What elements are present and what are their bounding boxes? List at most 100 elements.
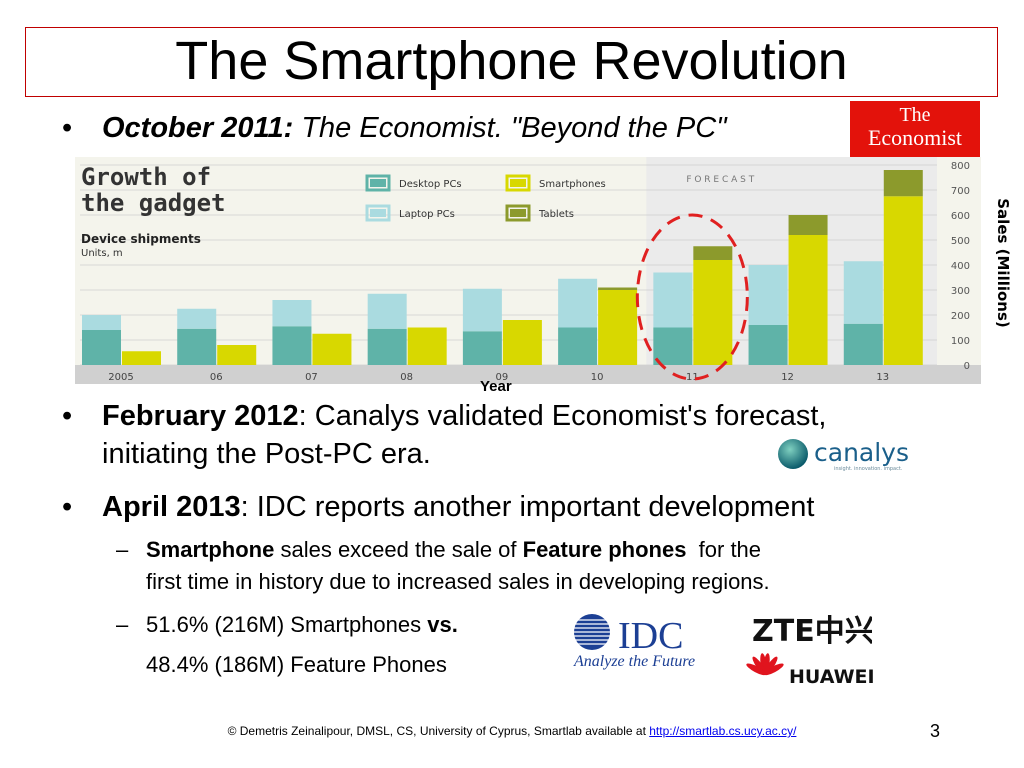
chart-title-line: the gadget (81, 189, 226, 217)
bar-laptop-pcs (748, 265, 788, 325)
x-tick-label: 13 (876, 372, 889, 383)
legend-label: Laptop PCs (399, 209, 455, 220)
bullet-dot: • (62, 491, 73, 523)
y-tick-label: 200 (951, 311, 970, 322)
bar-laptop-pcs (177, 308, 217, 329)
y-tick-label: 600 (951, 211, 970, 222)
bar-smartphones (502, 320, 542, 365)
tick-labels: 0 100 200 300 400 500 600 700 800 2005 06 07 08 09 10 1… (108, 161, 970, 383)
bullet-text: The Economist. "Beyond the PC" (293, 112, 727, 144)
y-axis-title: Sales (Millions) (994, 198, 1012, 328)
y-tick-label: 300 (951, 286, 970, 297)
bar-desktop-pcs (462, 331, 502, 365)
legend-swatch-fill (370, 179, 386, 187)
idc-logo: IDC Analyze the Future (573, 614, 695, 670)
footer-link[interactable]: http://smartlab.cs.ucy.ac.cy/ (649, 724, 797, 738)
svg-text:insight. innovation. impact.: insight. innovation. impact. (834, 466, 903, 472)
footer: © Demetris Zeinalipour, DMSL, CS, Univer… (0, 724, 1024, 738)
bullet-october-2011: • October 2011: The Economist. "Beyond t… (62, 109, 862, 149)
bar-laptop-pcs (367, 293, 407, 329)
y-tick-label: 800 (951, 161, 970, 172)
bullet-date: February 2012 (102, 400, 299, 432)
x-axis-title: Year (480, 378, 512, 395)
bullet-text-line2: initiating the Post-PC era. (102, 438, 431, 470)
x-tick-label: 11 (686, 372, 699, 383)
legend-swatch (505, 204, 531, 222)
x-tick-label: 06 (210, 372, 223, 383)
economist-logo: The Economist (850, 101, 980, 157)
x-tick-label: 07 (305, 372, 318, 383)
chart-legend: Desktop PCs Smartphones Laptop PCs Tablets (365, 174, 606, 222)
huawei-flower-icon (746, 653, 784, 676)
sub-bullet-smartphone-sales: – Smartphone sales exceed the sale of Fe… (116, 537, 770, 594)
canalys-logo: canalys insight. innovation. impact. (778, 438, 909, 472)
chart-unit: Units, m (81, 248, 123, 259)
x-tick-label: 08 (400, 372, 413, 383)
idc-globe-icon (574, 614, 610, 650)
bullet-text: : Canalys validated Economist's forecast… (298, 400, 827, 432)
x-tick-label: 09 (496, 372, 509, 383)
title-box: The Smartphone Revolution (25, 27, 998, 97)
bar-laptop-pcs (843, 261, 883, 324)
bar-desktop-pcs (843, 323, 883, 365)
huawei-logo: HUAWEI (746, 653, 875, 688)
bar-tablets (598, 287, 638, 290)
bar-tablets (883, 170, 923, 197)
legend-swatch-fill (370, 209, 386, 217)
legend-swatch (365, 174, 391, 192)
bar-smartphones (407, 327, 447, 365)
y-tick-label: 500 (951, 236, 970, 247)
bar-smartphones (312, 333, 352, 365)
bar-tablets (788, 215, 828, 235)
legend-swatch (365, 204, 391, 222)
svg-text:Analyze the Future: Analyze the Future (573, 653, 695, 670)
bar-tablets (693, 246, 733, 260)
x-tick-label: 2005 (108, 372, 133, 383)
bar-smartphones (788, 235, 828, 365)
bullet-april-2013: • April 2013: IDC reports another import… (62, 488, 982, 528)
highlight-ellipse (635, 213, 749, 381)
x-tick-label: 12 (781, 372, 794, 383)
legend-swatch-fill (510, 179, 526, 187)
legend-label: Desktop PCs (399, 179, 462, 190)
svg-text:Sales (Millions): Sales (Millions) (994, 198, 1012, 328)
bullet-date: October 2011: (102, 112, 294, 144)
bar-laptop-pcs (558, 278, 598, 328)
bullet-date: April 2013 (102, 491, 241, 523)
x-axis-strip (75, 365, 981, 384)
chart-title-line: Growth of (81, 163, 211, 191)
footer-text: © Demetris Zeinalipour, DMSL, CS, Univer… (227, 724, 650, 738)
slide-title: The Smartphone Revolution (175, 31, 848, 91)
bar-smartphones (883, 196, 923, 365)
zte-logo: ZTE中兴 (752, 614, 872, 648)
bar-laptop-pcs (82, 315, 121, 330)
bar-desktop-pcs (558, 327, 598, 365)
legend-label: Tablets (538, 209, 574, 220)
gadget-growth-chart: 0 100 200 300 400 500 600 700 800 2005 06 07 08 09 10 1… (75, 157, 981, 384)
svg-text:canalys: canalys (814, 438, 909, 467)
bar-smartphones (122, 351, 161, 365)
chart-svg: 0 100 200 300 400 500 600 700 800 2005 06 07 08 09 10 1… (75, 157, 981, 384)
bullet-dot: • (62, 400, 73, 432)
chart-subtitle: Device shipments (81, 232, 201, 246)
y-tick-label: 100 (951, 336, 970, 347)
svg-text:HUAWEI: HUAWEI (789, 666, 875, 688)
sub-bullet-percentages: – 51.6% (216M) Smartphones vs. 48.4% (18… (116, 612, 458, 677)
bullet-text: : IDC reports another important developm… (240, 491, 815, 523)
bullet-dot: • (62, 112, 73, 144)
dash-marker: – (116, 537, 129, 562)
bar-desktop-pcs (653, 327, 693, 365)
legend-label: Smartphones (539, 179, 606, 190)
y-tick-label: 700 (951, 186, 970, 197)
bar-desktop-pcs (272, 326, 312, 365)
svg-text:IDC: IDC (618, 615, 683, 657)
globe-icon (778, 439, 808, 469)
svg-text:ZTE中兴: ZTE中兴 (752, 614, 872, 648)
bar-laptop-pcs (272, 300, 312, 327)
bars (82, 170, 923, 365)
bar-smartphones (693, 260, 733, 365)
dash-marker: – (116, 612, 129, 637)
y-tick-label: 400 (951, 261, 970, 272)
bar-smartphones (217, 345, 257, 365)
y-tick-label: 0 (964, 361, 970, 372)
